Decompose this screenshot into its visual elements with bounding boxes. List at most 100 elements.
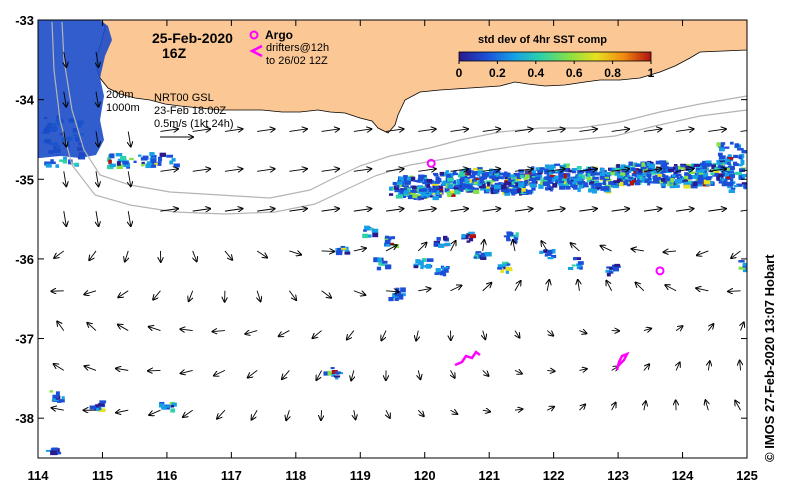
sst-cell (429, 195, 435, 198)
sst-cell (673, 163, 678, 167)
sst-cell (411, 185, 417, 190)
sst-cell (413, 196, 417, 201)
sst-cell (577, 176, 583, 182)
current-arrow (116, 410, 129, 412)
current-arrow (257, 290, 260, 302)
current-arrow (385, 129, 404, 132)
sst-cell (141, 161, 145, 165)
sst-cell (599, 172, 606, 177)
argo-floats (426, 158, 665, 276)
current-arrow (708, 169, 726, 172)
sst-cell (535, 173, 542, 177)
sst-cell (498, 182, 503, 185)
sst-cell (154, 162, 158, 166)
sst-cell (515, 172, 520, 177)
current-arrow (160, 129, 178, 132)
current-arrow (416, 330, 418, 341)
isobath-200m (61, 21, 747, 199)
sst-cell (554, 163, 561, 166)
sst-cell (644, 179, 650, 183)
sst-cell (738, 260, 745, 263)
sst-cell (341, 247, 347, 250)
sst-cell (503, 235, 509, 238)
sst-cell (418, 174, 425, 180)
sst-cell (481, 173, 488, 178)
sst-cell (728, 189, 735, 193)
sst-cell (469, 174, 476, 179)
sst-cell (680, 163, 687, 166)
sst-cell (385, 242, 390, 247)
sst-cell (583, 182, 588, 187)
sst-cell (674, 171, 678, 174)
colorbar (458, 51, 652, 62)
sst-cell (489, 175, 496, 179)
sst-cell (117, 158, 125, 162)
sst-cell (438, 190, 444, 195)
sst-cell (716, 161, 724, 165)
sst-cell (395, 292, 401, 297)
lon-tick-label: 116 (156, 468, 177, 483)
sst-cell (624, 176, 630, 180)
sst-cell (435, 268, 441, 273)
current-arrow (286, 410, 289, 420)
current-arrow (514, 209, 533, 212)
sst-cell (592, 176, 599, 180)
current-arrow (482, 370, 489, 376)
sst-cell (531, 170, 536, 174)
sst-cell (391, 236, 396, 240)
sst-cell (512, 186, 518, 190)
sst-cell (450, 192, 456, 197)
current-arrow (740, 130, 747, 132)
sst-cell (676, 170, 681, 174)
sst-cell (150, 154, 157, 159)
sst-cell (465, 188, 470, 192)
sst-cell (331, 369, 338, 374)
sst-cell (434, 242, 439, 245)
sst-cell (398, 176, 405, 181)
current-arrow (643, 169, 662, 172)
sst-cell (692, 175, 699, 179)
sst-cell (475, 251, 482, 254)
sst-cell (663, 175, 669, 179)
current-arrow (96, 51, 99, 67)
sst-cell (335, 250, 343, 256)
lon-tick-label: 120 (414, 468, 436, 483)
current-arrow (353, 169, 372, 172)
sst-cell (624, 179, 632, 182)
sst-cell (739, 175, 744, 181)
drifter-legend-line2: to 26/02 12Z (266, 55, 328, 67)
sst-cell (504, 176, 511, 180)
current-arrow (514, 370, 522, 373)
sst-cell (703, 172, 709, 178)
sst-cell (518, 182, 525, 188)
sst-cell (392, 181, 397, 186)
current-arrow (740, 169, 747, 172)
sst-cell (605, 186, 610, 189)
sst-cell (717, 152, 723, 157)
sst-cell (513, 234, 518, 240)
sst-cell (532, 179, 536, 184)
sst-cell (602, 176, 610, 179)
sst-cell (500, 269, 505, 273)
map-date: 25-Feb-2020 (152, 30, 233, 46)
sst-cell (331, 373, 336, 377)
current-arrow (96, 91, 99, 107)
sst-cell (749, 267, 755, 270)
sst-cell (711, 164, 717, 170)
sst-cell (170, 408, 176, 413)
current-arrow (731, 250, 741, 258)
sst-cell (437, 180, 442, 183)
sst-cell (610, 171, 615, 176)
sst-cell (479, 178, 484, 184)
sst-cell (444, 268, 449, 273)
current-arrow (160, 169, 178, 172)
sst-cell (334, 371, 341, 374)
sst-cell (714, 167, 721, 171)
sst-cell (614, 263, 621, 266)
sst-cell (421, 188, 428, 192)
sst-cell (157, 156, 163, 162)
sst-cell (571, 264, 576, 267)
sst-cell (477, 181, 482, 187)
current-arrow (125, 250, 128, 262)
sst-cell (393, 244, 399, 249)
